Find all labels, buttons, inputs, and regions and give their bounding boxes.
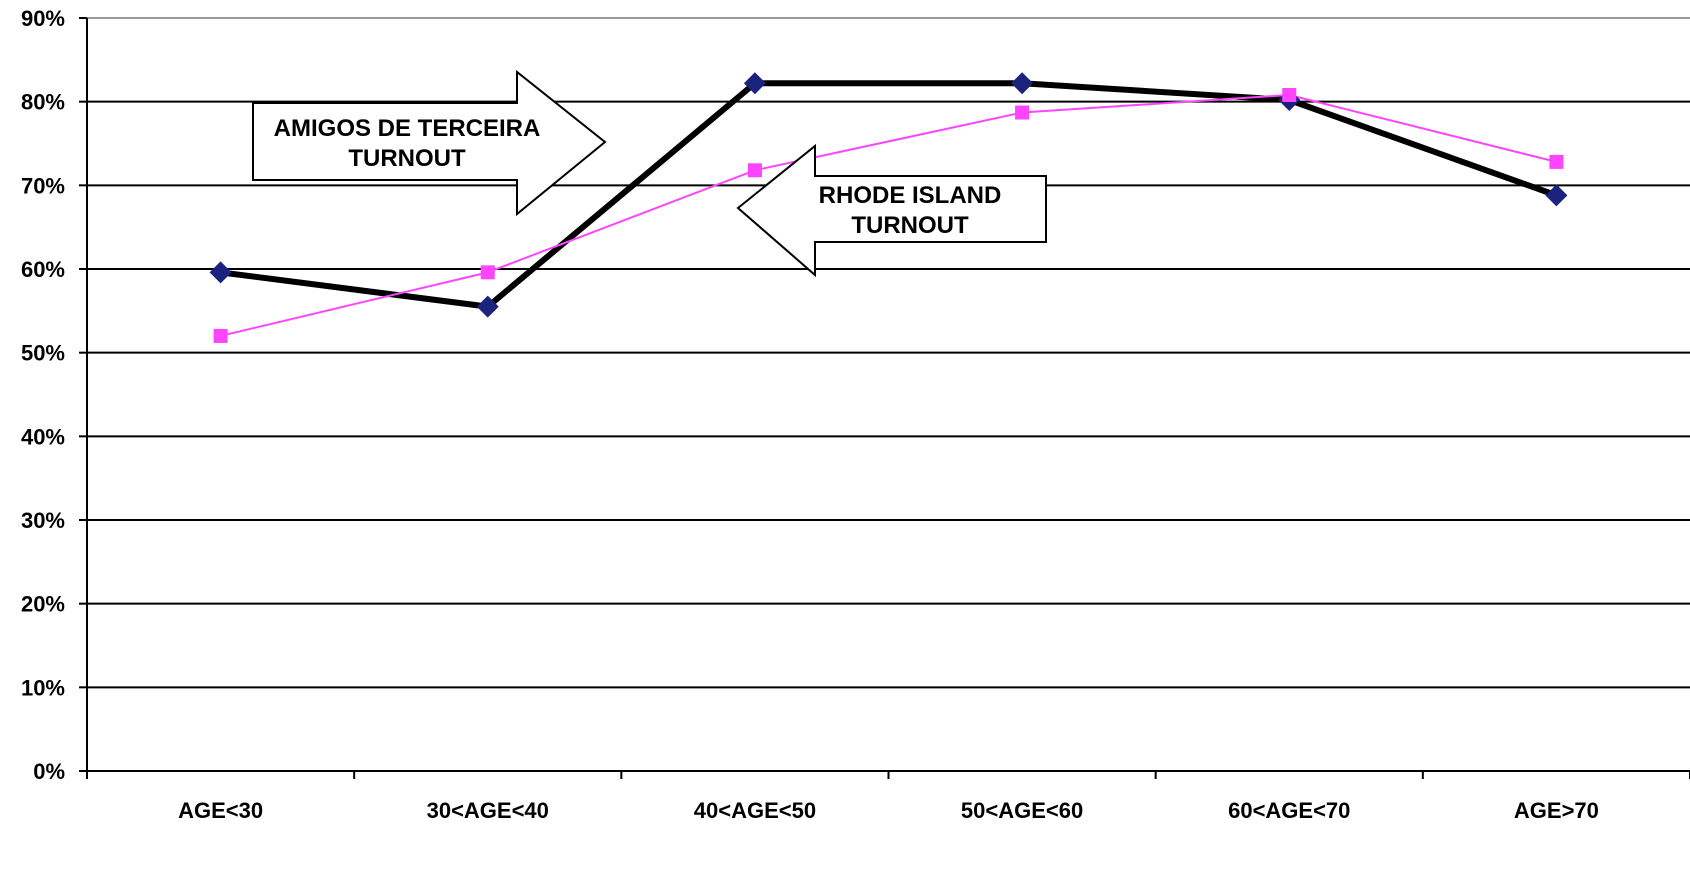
series-line-1 — [220, 93, 1557, 337]
x-tick-labels: AGE<30 30<AGE<40 40<AGE<50 50<AGE<60 60<AGE<… — [178, 798, 1599, 823]
left-arrow-shape — [736, 143, 1047, 278]
square-marker — [213, 328, 228, 343]
callout-rhode-line1: RHODE ISLAND — [819, 182, 1002, 209]
callout-amigos-arrow: AMIGOS DE TERCEIRA TURNOUT — [252, 69, 607, 217]
square-marker — [1015, 105, 1030, 120]
square-marker — [480, 265, 495, 280]
callout-rhode-line2: TURNOUT — [851, 212, 969, 239]
y-tick-label: 0% — [33, 759, 65, 784]
square-marker — [747, 163, 762, 178]
y-tick-label: 10% — [21, 675, 65, 700]
diamond-marker — [743, 72, 766, 95]
y-tick-label: 60% — [21, 257, 65, 282]
gridlines — [87, 17, 1690, 689]
y-tick-label: 40% — [21, 424, 65, 449]
right-arrow-shape — [252, 69, 607, 217]
callout-amigos-line1: AMIGOS DE TERCEIRA — [274, 115, 541, 142]
axes — [79, 17, 1690, 779]
callout-amigos-line2: TURNOUT — [348, 145, 466, 172]
x-tick-label: AGE>70 — [1514, 798, 1599, 823]
x-tick-label: AGE<30 — [178, 798, 263, 823]
y-tick-label: 70% — [21, 173, 65, 198]
square-marker — [1282, 87, 1297, 102]
y-tick-label: 80% — [21, 90, 65, 115]
x-tick-label: 30<AGE<40 — [427, 798, 549, 823]
y-tick-label: 50% — [21, 341, 65, 366]
series-markers — [209, 72, 1568, 343]
square-marker — [1549, 154, 1564, 169]
x-tick-label: 40<AGE<50 — [694, 798, 816, 823]
diamond-marker — [1545, 184, 1568, 207]
diamond-marker — [476, 295, 499, 318]
diamond-marker — [209, 261, 232, 284]
y-tick-label: 30% — [21, 508, 65, 533]
diamond-marker — [1011, 72, 1034, 95]
callout-rhode-arrow: RHODE ISLAND TURNOUT — [736, 143, 1047, 278]
x-tick-label: 60<AGE<70 — [1228, 798, 1350, 823]
series-lines — [220, 80, 1558, 337]
y-tick-labels: 0% 10% 20% 30% 40% 50% 60% 70% 80% 90% — [21, 6, 65, 784]
series-line-0 — [220, 80, 1558, 310]
y-tick-label: 90% — [21, 6, 65, 31]
y-tick-label: 20% — [21, 592, 65, 617]
x-tick-label: 50<AGE<60 — [961, 798, 1083, 823]
